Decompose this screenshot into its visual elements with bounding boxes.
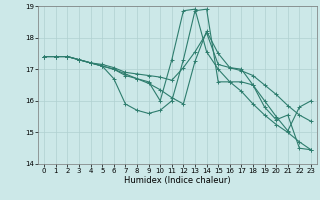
X-axis label: Humidex (Indice chaleur): Humidex (Indice chaleur) bbox=[124, 176, 231, 185]
